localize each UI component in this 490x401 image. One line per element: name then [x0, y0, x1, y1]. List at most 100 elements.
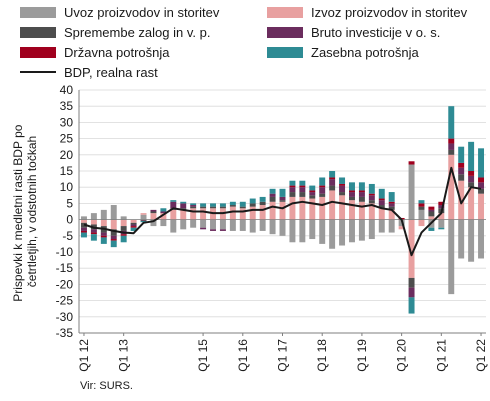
- bar-segment: [448, 143, 455, 150]
- bar-segment: [170, 201, 177, 209]
- x-tick-label: Q1 20: [395, 339, 409, 372]
- bar-segment: [468, 141, 475, 171]
- bar-segment: [160, 213, 167, 220]
- bar-segment: [180, 219, 187, 230]
- bar-segment: [299, 185, 306, 188]
- bar-segment: [269, 188, 276, 194]
- bar-segment: [80, 230, 87, 233]
- bar-segment: [200, 203, 207, 207]
- bar-segment: [378, 198, 385, 201]
- bar-segment: [279, 196, 286, 201]
- bar-segment: [249, 198, 256, 204]
- bar-segment: [239, 219, 246, 231]
- bar-segment: [100, 219, 107, 227]
- bar-segment: [249, 206, 256, 220]
- bar-segment: [388, 203, 395, 207]
- bar-segment: [90, 219, 97, 225]
- bar-segment: [90, 234, 97, 241]
- bar-segment: [468, 171, 475, 176]
- bar-segment: [478, 182, 485, 189]
- bar-segment: [229, 219, 236, 231]
- bar-segment: [329, 190, 336, 220]
- bar-segment: [478, 193, 485, 220]
- bar-segment: [80, 227, 87, 231]
- bar-segment: [190, 219, 197, 228]
- legend-swatch: [267, 27, 303, 38]
- bar-segment: [418, 200, 425, 204]
- bar-segment: [438, 227, 445, 230]
- x-tick-label: Q1 12: [77, 339, 91, 372]
- bar-segment: [339, 192, 346, 196]
- bar-segment: [408, 297, 415, 314]
- legend-swatch: [20, 7, 56, 18]
- bar-segment: [80, 232, 87, 238]
- bar-segment: [438, 205, 445, 209]
- bar-segment: [378, 205, 385, 209]
- y-tick-label: -35: [56, 326, 74, 340]
- bar-segment: [368, 203, 375, 220]
- y-tick-label: 5: [66, 196, 73, 210]
- bar-segment: [349, 190, 355, 193]
- bar-segment: [110, 219, 117, 230]
- x-tick-labels: Q1 12 Q1 13 Q1 15 Q1 16 Q1 17 Q1 18 Q1 19 Q1 20…: [77, 333, 488, 372]
- legend-swatch: [267, 47, 303, 58]
- bar-segment: [438, 201, 445, 206]
- x-tick-label: Q1 16: [236, 339, 250, 372]
- bar-segment: [120, 219, 127, 227]
- bar-segment: [110, 240, 117, 248]
- bar-segment: [110, 239, 117, 241]
- bar-segment: [239, 208, 246, 220]
- bar-segment: [90, 229, 97, 233]
- bar-segment: [130, 222, 137, 225]
- bar-segment: [140, 220, 147, 223]
- bar-segment: [249, 219, 256, 233]
- bar-segment: [100, 237, 107, 244]
- bar-segment: [368, 195, 375, 201]
- y-tick-label: 10: [60, 180, 74, 194]
- bar-segment: [229, 201, 236, 206]
- bar-segment: [368, 219, 375, 240]
- bar-segment: [428, 227, 435, 231]
- bar-segment: [130, 224, 137, 227]
- bar-segment: [458, 167, 465, 175]
- bar-segment: [249, 203, 256, 207]
- bar-segment: [388, 201, 395, 204]
- x-tick-label: Q1 21: [434, 339, 448, 372]
- bar-segment: [309, 195, 316, 199]
- bar-segment: [329, 179, 336, 186]
- bar-segment: [269, 219, 276, 235]
- bar-segment: [239, 201, 246, 207]
- bar-segment: [448, 219, 455, 295]
- legend-swatch: [267, 7, 303, 18]
- bar-segment: [408, 277, 415, 288]
- bar-segment: [438, 219, 445, 228]
- bar-segment: [210, 203, 216, 207]
- y-tick-label: 30: [60, 115, 74, 129]
- bar-segment: [309, 185, 316, 191]
- bar-segment: [368, 200, 375, 204]
- bar-segment: [190, 205, 197, 207]
- legend-swatch: [20, 47, 56, 58]
- bar-segment: [150, 209, 157, 212]
- y-axis-label: Prispevki k medletni rasti BDP po četrtl…: [11, 121, 39, 302]
- bar-segment: [448, 154, 455, 220]
- bar-segment: [299, 219, 306, 243]
- bar-segment: [210, 206, 216, 209]
- bar-segment: [319, 187, 326, 194]
- bar-segment: [90, 232, 97, 235]
- bar-segment: [458, 219, 465, 259]
- bar-segment: [358, 219, 365, 241]
- bar-segment: [448, 106, 455, 139]
- bar-segment: [408, 164, 415, 220]
- bar-segment: [100, 209, 107, 220]
- bar-segment: [219, 203, 226, 207]
- bar-segment: [170, 209, 177, 220]
- bar-segment: [130, 219, 137, 223]
- y-tick-label: -20: [56, 277, 74, 291]
- bar-segment: [269, 193, 276, 197]
- bar-segment: [259, 219, 266, 231]
- bar-segment: [408, 161, 415, 165]
- bar-segment: [150, 219, 157, 227]
- bar-segment: [358, 182, 365, 191]
- bar-segment: [150, 211, 157, 214]
